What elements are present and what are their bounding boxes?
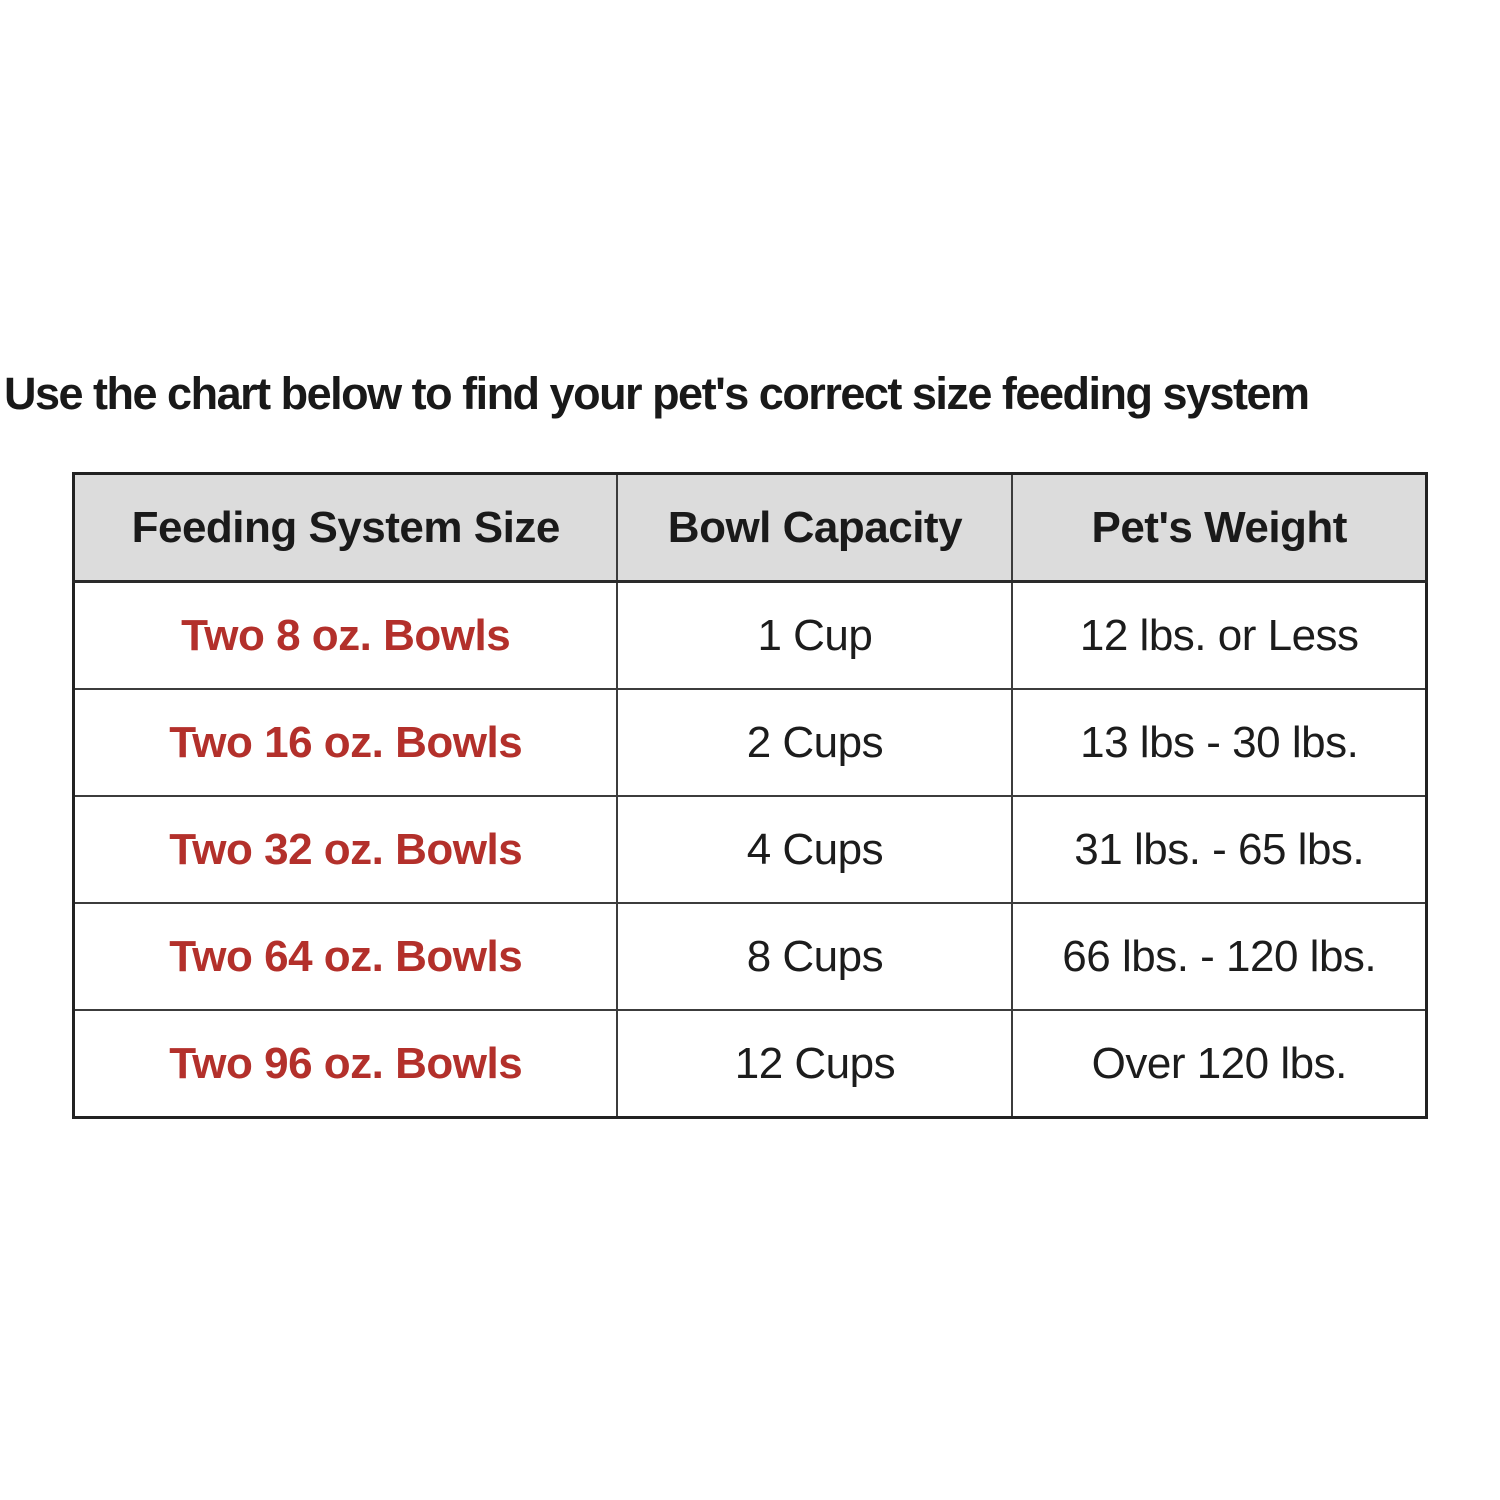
bowl-capacity-cell: 12 Cups	[616, 1009, 1014, 1119]
feeding-system-size-cell: Two 16 oz. Bowls	[72, 688, 619, 797]
feeding-size-table: Feeding System Size Bowl Capacity Pet's …	[72, 472, 1428, 1119]
bowl-capacity-cell: 8 Cups	[616, 902, 1014, 1011]
pets-weight-cell: 13 lbs - 30 lbs.	[1011, 688, 1428, 797]
table-row: Two 8 oz. Bowls 1 Cup 12 lbs. or Less	[72, 580, 1428, 690]
pets-weight-cell: 12 lbs. or Less	[1011, 580, 1428, 690]
feeding-system-size-cell: Two 32 oz. Bowls	[72, 795, 619, 904]
table-row: Two 96 oz. Bowls 12 Cups Over 120 lbs.	[72, 1009, 1428, 1119]
pets-weight-cell: 66 lbs. - 120 lbs.	[1011, 902, 1428, 1011]
bowl-capacity-cell: 2 Cups	[616, 688, 1014, 797]
page-title: Use the chart below to find your pet's c…	[4, 368, 1310, 419]
table-header-row: Feeding System Size Bowl Capacity Pet's …	[72, 472, 1428, 583]
table-row: Two 64 oz. Bowls 8 Cups 66 lbs. - 120 lb…	[72, 902, 1428, 1011]
header-pets-weight: Pet's Weight	[1011, 472, 1428, 583]
bowl-capacity-cell: 4 Cups	[616, 795, 1014, 904]
pets-weight-cell: Over 120 lbs.	[1011, 1009, 1428, 1119]
bowl-capacity-cell: 1 Cup	[616, 580, 1014, 690]
table-row: Two 32 oz. Bowls 4 Cups 31 lbs. - 65 lbs…	[72, 795, 1428, 904]
header-feeding-system-size: Feeding System Size	[72, 472, 619, 583]
header-bowl-capacity: Bowl Capacity	[616, 472, 1014, 583]
feeding-system-size-cell: Two 8 oz. Bowls	[72, 580, 619, 690]
feeding-system-size-cell: Two 96 oz. Bowls	[72, 1009, 619, 1119]
pets-weight-cell: 31 lbs. - 65 lbs.	[1011, 795, 1428, 904]
feeding-system-size-cell: Two 64 oz. Bowls	[72, 902, 619, 1011]
table-row: Two 16 oz. Bowls 2 Cups 13 lbs - 30 lbs.	[72, 688, 1428, 797]
